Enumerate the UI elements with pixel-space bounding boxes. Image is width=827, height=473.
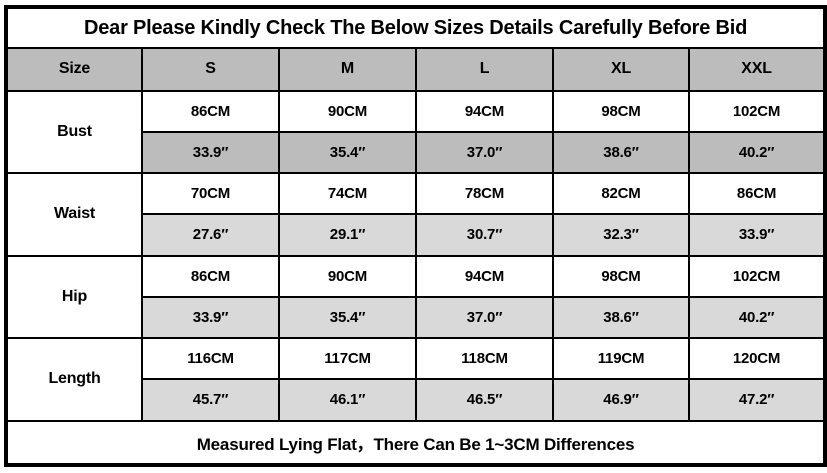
inch-value-cell: 27.6″: [141, 213, 280, 257]
inch-value-cell: 35.4″: [278, 296, 417, 340]
hip-cm-row: Hip 86CM 90CM 94CM 98CM 102CM: [5, 254, 827, 340]
waist-label: Waist: [5, 172, 143, 257]
length-label: Length: [5, 337, 143, 422]
cm-value-cell: 94CM: [415, 89, 554, 133]
size-col-s: S: [141, 47, 280, 92]
inch-value-cell: 33.9″: [687, 213, 827, 257]
cm-value-cell: 90CM: [278, 254, 417, 298]
chart-title: Dear Please Kindly Check The Below Sizes…: [4, 5, 827, 50]
cm-value-cell: 119CM: [552, 337, 690, 381]
cm-value-cell: 102CM: [687, 89, 827, 133]
size-header-cell: Size: [5, 47, 143, 92]
size-col-xxl: XXL: [687, 47, 827, 92]
footer-row: Measured Lying Flat，There Can Be 1~3CM D…: [4, 419, 827, 467]
cm-value-cell: 102CM: [687, 254, 827, 298]
cm-value-cell: 74CM: [278, 172, 417, 216]
bust-label: Bust: [5, 89, 143, 175]
inch-value-cell: 46.5″: [415, 378, 554, 422]
size-header-row: Size S M L XL XXL: [5, 47, 827, 92]
length-inch-row: 45.7″ 46.1″ 46.5″ 46.9″ 47.2″: [6, 378, 827, 422]
inch-value-cell: 30.7″: [415, 213, 554, 257]
cm-value-cell: 117CM: [278, 337, 417, 381]
inch-value-cell: 35.4″: [278, 131, 417, 175]
inch-value-cell: 32.3″: [552, 213, 690, 257]
waist-inch-row: 27.6″ 29.1″ 30.7″ 32.3″ 33.9″: [6, 213, 827, 257]
inch-value-cell: 47.2″: [687, 378, 827, 422]
waist-cm-row: Waist 70CM 74CM 78CM 82CM 86CM: [5, 172, 827, 257]
bust-cm-row: Bust 86CM 90CM 94CM 98CM 102CM: [5, 89, 827, 175]
size-col-m: M: [278, 47, 417, 92]
inch-value-cell: 29.1″: [278, 213, 417, 257]
inch-value-cell: 45.7″: [141, 378, 280, 422]
cm-value-cell: 98CM: [552, 89, 690, 133]
cm-value-cell: 116CM: [141, 337, 280, 381]
inch-value-cell: 40.2″: [687, 131, 827, 175]
size-col-l: L: [415, 47, 554, 92]
cm-value-cell: 86CM: [687, 172, 827, 216]
bust-inch-row: 33.9″ 35.4″ 37.0″ 38.6″ 40.2″: [6, 131, 827, 175]
inch-value-cell: 37.0″: [415, 296, 554, 340]
cm-value-cell: 90CM: [278, 89, 417, 133]
cm-value-cell: 82CM: [552, 172, 690, 216]
inch-value-cell: 46.9″: [552, 378, 690, 422]
inch-value-cell: 33.9″: [141, 296, 280, 340]
inch-value-cell: 38.6″: [552, 296, 690, 340]
cm-value-cell: 98CM: [552, 254, 690, 298]
cm-value-cell: 118CM: [415, 337, 554, 381]
cm-value-cell: 86CM: [141, 89, 280, 133]
cm-value-cell: 120CM: [687, 337, 827, 381]
cm-value-cell: 78CM: [415, 172, 554, 216]
inch-value-cell: 40.2″: [687, 296, 827, 340]
inch-value-cell: 37.0″: [415, 131, 554, 175]
measurement-note: Measured Lying Flat，There Can Be 1~3CM D…: [4, 419, 827, 467]
cm-value-cell: 70CM: [141, 172, 280, 216]
size-chart-table: Dear Please Kindly Check The Below Sizes…: [4, 5, 827, 467]
cm-value-cell: 94CM: [415, 254, 554, 298]
cm-value-cell: 86CM: [141, 254, 280, 298]
length-cm-row: Length 116CM 117CM 118CM 119CM 120CM: [5, 337, 827, 422]
inch-value-cell: 33.9″: [141, 131, 280, 175]
size-col-xl: XL: [552, 47, 690, 92]
inch-value-cell: 38.6″: [552, 131, 690, 175]
hip-inch-row: 33.9″ 35.4″ 37.0″ 38.6″ 40.2″: [6, 296, 827, 340]
inch-value-cell: 46.1″: [278, 378, 417, 422]
hip-label: Hip: [5, 254, 143, 340]
title-row: Dear Please Kindly Check The Below Sizes…: [4, 5, 827, 50]
